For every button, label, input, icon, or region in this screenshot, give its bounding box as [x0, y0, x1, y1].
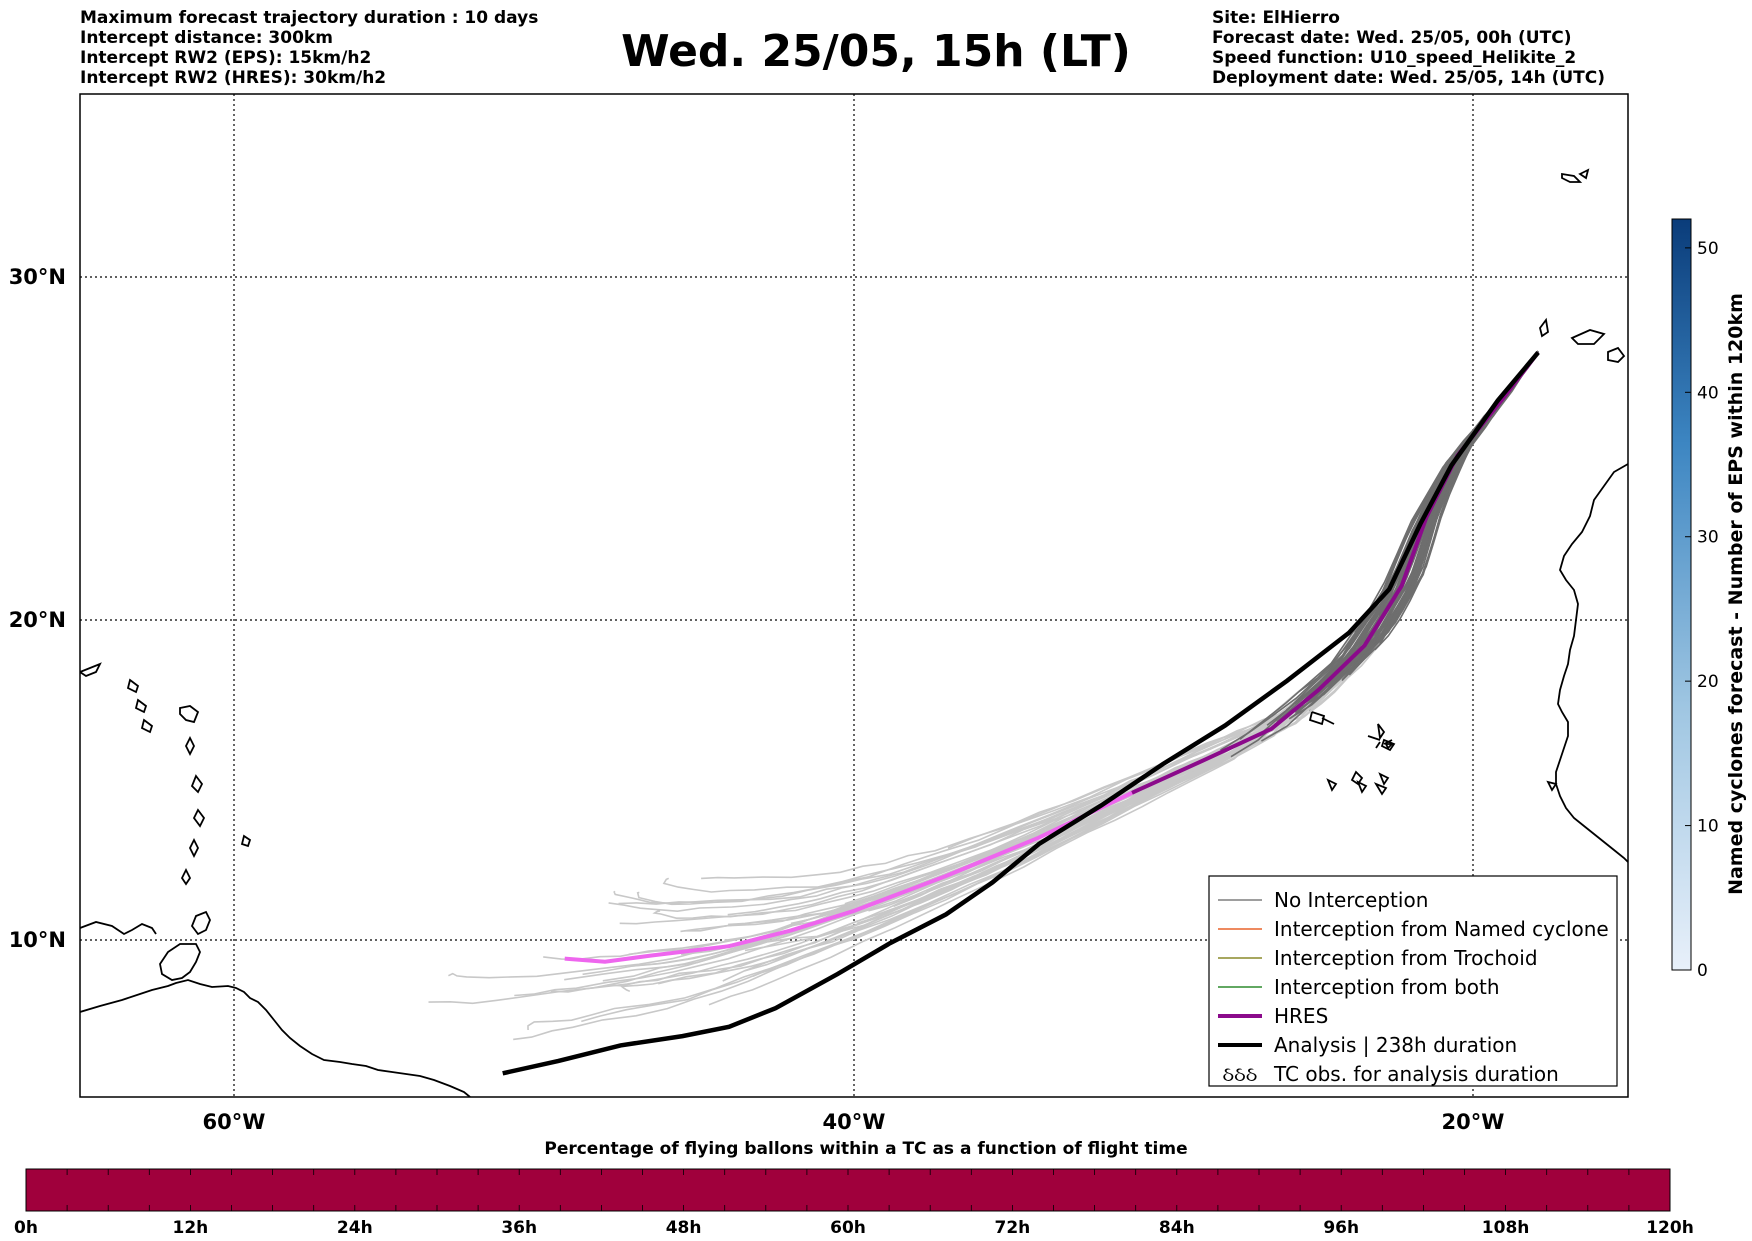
coastline-cape-verde-n	[1378, 772, 1390, 786]
bottom-bar-tick-label: 84h	[1159, 1218, 1195, 1238]
ensemble-member-late	[662, 705, 1304, 893]
coastline-guadeloupe	[179, 705, 200, 724]
header-left-1: Maximum forecast trajectory duration : 1…	[80, 8, 539, 28]
coastline-west-africa	[1555, 463, 1628, 863]
ensemble-member-late	[684, 686, 1330, 932]
coastline-caribbean-islet-2	[134, 698, 148, 714]
legend-label: No Interception	[1274, 888, 1428, 912]
coastline-lesser-antilles-d	[188, 837, 200, 859]
colorbar-label: Named cyclones forecast - Number of EPS …	[1725, 293, 1747, 895]
lat-label-10n: 10°N	[9, 928, 66, 952]
ensemble-member-late	[550, 724, 1275, 993]
colorbar-tick-label: 20	[1697, 672, 1719, 692]
lon-label-60w: 60°W	[203, 1110, 266, 1134]
coastline-lesser-antilles-e	[180, 867, 192, 886]
bottom-bar-title: Percentage of flying ballons within a TC…	[544, 1139, 1187, 1159]
coastline-guajira	[80, 921, 157, 936]
coastline-caribbean-islet-3	[140, 718, 154, 734]
colorbar-ramp	[1671, 218, 1692, 971]
analysis-track	[502, 351, 1540, 1076]
tc-percentage-bar	[25, 1168, 1671, 1212]
coastline-caribbean-islet-1	[126, 678, 140, 694]
colorbar-tick-label: 0	[1697, 961, 1708, 981]
lon-label-40w: 40°W	[823, 1110, 886, 1134]
legend: No Interception Interception from Named c…	[1208, 875, 1618, 1087]
coastline-cape-verde-j	[1321, 717, 1335, 725]
legend-label: TC obs. for analysis duration	[1273, 1062, 1559, 1086]
bottom-bar-tick-label: 36h	[501, 1218, 537, 1238]
coastline-cape-verde-c	[1380, 738, 1396, 752]
header-right-2: Forecast date: Wed. 25/05, 00h (UTC)	[1212, 28, 1572, 48]
lat-label-30n: 30°N	[9, 265, 66, 289]
legend-box	[1208, 875, 1618, 1087]
legend-label: Interception from both	[1274, 975, 1500, 999]
coastline-canary-islands-c	[1607, 346, 1626, 363]
coastline-cape-verde-e	[1384, 743, 1395, 750]
map-frame	[79, 93, 1629, 1098]
legend-label: Interception from Named cyclone	[1274, 917, 1609, 941]
bottom-bar-tick-label: 120h	[1646, 1218, 1694, 1238]
coastline-cape-verde-a	[1308, 710, 1326, 726]
coastline-cape-verde-l	[1326, 778, 1338, 792]
coastline-cape-verde-k	[1367, 735, 1381, 741]
coastline-cape-verde-g	[1356, 780, 1368, 794]
coastline-lesser-antilles-c	[192, 808, 206, 828]
bottom-bar-tick-label: 60h	[830, 1218, 866, 1238]
bottom-bar-tick-label: 48h	[666, 1218, 702, 1238]
header-right-1: Site: ElHierro	[1212, 8, 1340, 28]
coastline-trinidad	[190, 910, 211, 936]
coastline-lesser-antilles-a	[184, 735, 196, 757]
bottom-bar-tick-label: 24h	[337, 1218, 373, 1238]
legend-label: HRES	[1274, 1004, 1328, 1028]
bottom-bar-ticks: 0h 12h 24h 36h 48h 60h 72h 84h 96h 108h 120h	[14, 1169, 1694, 1238]
coastline-virgin-islands	[80, 662, 102, 678]
header-left-2: Intercept distance: 300km	[80, 28, 333, 48]
coastline-canary-islands-a	[1539, 317, 1549, 338]
coastline-cape-verde-m	[1350, 770, 1364, 786]
bottom-bar-tick-label: 0h	[14, 1218, 38, 1238]
legend-label: Interception from Trochoid	[1274, 946, 1538, 970]
coastline-madeira	[1561, 172, 1583, 183]
bottom-bar-tick-label: 72h	[995, 1218, 1031, 1238]
header-left-3: Intercept RW2 (EPS): 15km/h2	[80, 48, 372, 68]
lat-label-20n: 20°N	[9, 608, 66, 632]
coastline-africa-islet	[1546, 780, 1558, 792]
coastline-south-america	[80, 979, 471, 1097]
legend-label: Analysis | 238h duration	[1274, 1033, 1517, 1057]
ensemble-member-late	[581, 717, 1286, 1023]
coastline-cape-verde-b	[1377, 723, 1386, 741]
coastline-canary-islands-b	[1570, 329, 1606, 345]
ensemble-member-early	[1302, 353, 1539, 708]
header-right-4: Deployment date: Wed. 25/05, 14h (UTC)	[1212, 68, 1606, 88]
coastline-cape-verde-h	[1373, 782, 1388, 796]
bottom-bar-tick-label: 12h	[173, 1218, 209, 1238]
coastline-lesser-antilles-b	[190, 774, 204, 794]
coastline-barbados	[240, 834, 252, 848]
coastline-cape-verde-d	[1375, 741, 1381, 749]
coastline-cape-verde-f	[1383, 739, 1393, 745]
ensemble-member-late	[701, 675, 1342, 880]
lon-label-20w: 20°W	[1442, 1110, 1505, 1134]
coastlines	[80, 168, 1628, 1097]
legend-symbol-tc-obs: ઠઠઠ	[1223, 1062, 1258, 1086]
hres-track-late	[564, 790, 1133, 964]
coastline-venezuela-gulf	[159, 943, 201, 981]
colorbar-tick-label: 10	[1697, 817, 1719, 837]
cyclone-colorbar: 0 10 20 30 40 50 Named cyclones forecast - Nu…	[1671, 218, 1747, 981]
colorbar-tick-label: 40	[1697, 383, 1719, 403]
bottom-bar-tick-label: 108h	[1482, 1218, 1530, 1238]
map-title: Wed. 25/05, 15h (LT)	[621, 26, 1131, 77]
header-right-3: Speed function: U10_speed_Helikite_2	[1212, 48, 1577, 68]
bottom-bar-tick-label: 96h	[1323, 1218, 1359, 1238]
colorbar-tick-label: 30	[1697, 528, 1719, 548]
colorbar-tick-label: 50	[1697, 239, 1719, 259]
header-left-4: Intercept RW2 (HRES): 30km/h2	[80, 68, 387, 88]
coastline-madeira-b	[1578, 168, 1590, 180]
